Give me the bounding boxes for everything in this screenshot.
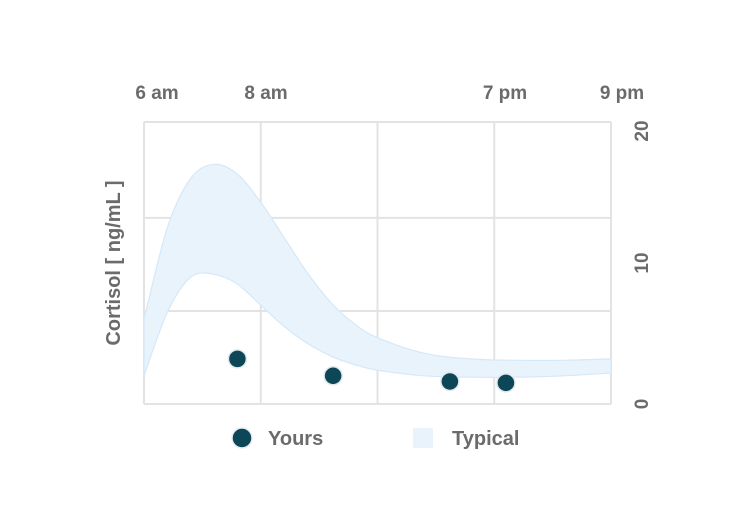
- legend-label-typical: Typical: [452, 428, 519, 450]
- x-tick-label: 8 am: [244, 83, 287, 104]
- legend-swatch-typical: [413, 428, 433, 448]
- yours-data-point: [440, 371, 460, 392]
- y-tick-label: 20: [632, 120, 653, 141]
- typical-band: [143, 163, 612, 378]
- yours-points: [227, 349, 516, 393]
- grid: [143, 121, 612, 405]
- x-tick-label: 9 pm: [600, 83, 644, 104]
- x-tick-label: 7 pm: [483, 83, 527, 104]
- x-tick-label: 6 am: [135, 83, 178, 104]
- yours-data-point: [323, 366, 343, 386]
- typical-band-area: [143, 163, 612, 378]
- yours-data-point: [227, 349, 248, 369]
- x-axis-ticks: 6 am 8 am 7 pm 9 pm: [135, 83, 644, 104]
- y-tick-label: 10: [632, 252, 653, 273]
- y-axis-label: Cortisol [ ng/mL ]: [103, 180, 125, 345]
- y-tick-label: 0: [632, 399, 653, 410]
- legend-label-yours: Yours: [268, 428, 323, 450]
- yours-data-point: [496, 373, 516, 393]
- legend-swatch-yours: [231, 427, 253, 449]
- legend: Yours Typical: [231, 427, 519, 450]
- y-axis-ticks: 0 10 20: [632, 120, 653, 409]
